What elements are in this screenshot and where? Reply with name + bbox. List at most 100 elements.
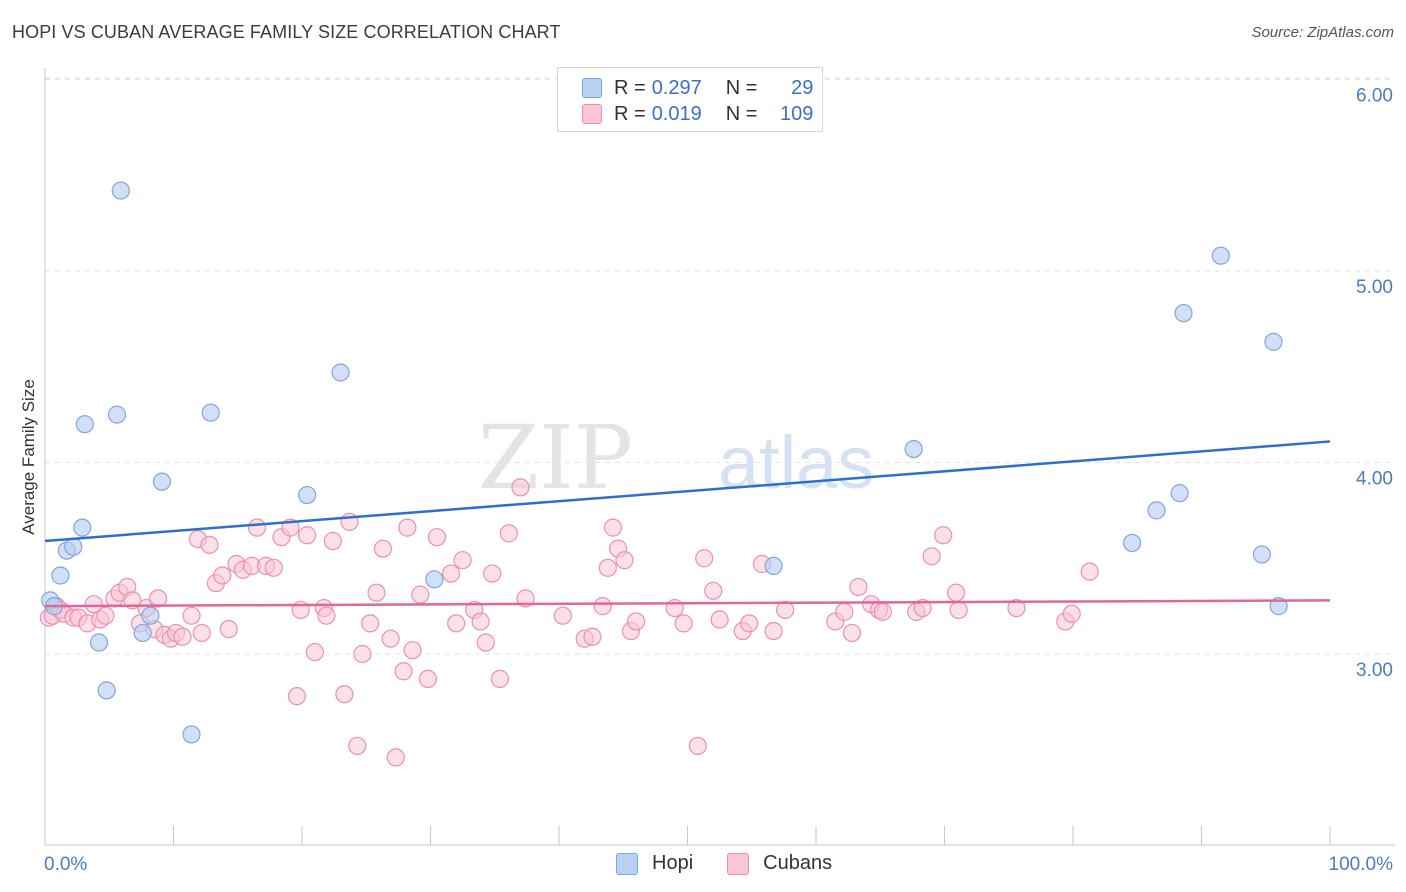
legend-row-hopi: R = 0.297 N = 29 — [582, 76, 813, 100]
cubans-point — [182, 606, 201, 625]
legend-n-label: N = — [725, 102, 758, 125]
legend-swatch-cubans — [582, 104, 602, 124]
hopi-point — [1264, 332, 1283, 351]
cubans-point — [626, 612, 646, 631]
watermark-atlas: atlas — [718, 421, 874, 504]
cubans-point — [583, 627, 602, 646]
axes — [44, 68, 1395, 846]
hopi-point — [133, 623, 152, 643]
cubans-point — [913, 598, 932, 618]
hopi-point — [111, 181, 130, 200]
hopi-point — [141, 606, 160, 625]
cubans-point — [946, 583, 966, 602]
cubans-point — [835, 602, 854, 621]
y-axis-label: Average Family Size — [19, 379, 38, 535]
hopi-point — [97, 681, 116, 700]
cubans-point — [361, 614, 380, 633]
cubans-point — [934, 526, 953, 545]
legend-r-value: 0.297 — [651, 76, 702, 99]
hopi-point — [75, 415, 94, 434]
cubans-point — [674, 614, 693, 633]
series-legend-hopi[interactable]: Hopi — [616, 852, 693, 875]
hopi-point — [64, 537, 83, 556]
cubans-point — [593, 597, 612, 616]
hopi-point — [1170, 484, 1189, 503]
legend-r-label: R = — [614, 102, 646, 125]
hopi-point — [73, 518, 92, 537]
cubans-point — [695, 549, 714, 568]
hopi-point — [1174, 304, 1193, 323]
y-tick-label: 3.00 — [1356, 660, 1393, 681]
legend-r-label: R = — [614, 76, 646, 99]
cubans-point — [873, 602, 892, 621]
cubans-point — [84, 595, 103, 614]
cubans-point — [219, 620, 238, 639]
cubans-point — [447, 614, 466, 633]
cubans-point — [381, 629, 400, 648]
hopi-point — [1147, 501, 1166, 520]
cubans-point — [96, 606, 115, 625]
cubans-point — [418, 669, 438, 688]
hopi-trendline — [44, 440, 1331, 543]
cubans-trendline — [44, 599, 1331, 608]
series-swatch-hopi — [616, 852, 638, 875]
cubans-point — [598, 558, 617, 577]
trendlines — [44, 440, 1331, 608]
cubans-point — [317, 606, 336, 625]
cubans-point — [200, 535, 219, 554]
cubans-point — [704, 581, 723, 600]
cubans-points — [39, 478, 1099, 767]
hopi-point — [331, 363, 350, 382]
cubans-point — [148, 589, 168, 608]
legend-n-value: 29 — [791, 76, 814, 99]
series-legend-cubans[interactable]: Cubans — [727, 852, 832, 875]
cubans-point — [305, 642, 324, 662]
hopi-point — [89, 633, 109, 652]
cubans-point — [740, 614, 759, 633]
cubans-point — [688, 736, 707, 756]
hopi-point — [1211, 246, 1230, 265]
cubans-point — [298, 526, 317, 545]
cubans-point — [453, 551, 472, 570]
cubans-point — [353, 644, 372, 664]
cubans-point — [842, 623, 862, 643]
cubans-point — [264, 558, 283, 577]
y-tick-label: 4.00 — [1356, 469, 1393, 490]
cubans-point — [483, 564, 502, 583]
hopi-point — [201, 403, 220, 422]
cubans-point — [1062, 604, 1081, 623]
cubans-point — [367, 583, 386, 602]
cubans-point — [348, 736, 367, 756]
cubans-point — [499, 524, 518, 543]
x-tick-label-max: 100.0% — [1329, 854, 1394, 875]
cubans-point — [192, 623, 211, 643]
cubans-point — [1080, 562, 1099, 581]
cubans-point — [441, 564, 461, 583]
legend-n-value: 109 — [780, 102, 814, 125]
cubans-point — [949, 600, 968, 620]
hopi-point — [182, 725, 201, 744]
cubans-point — [615, 551, 634, 570]
tick-labels: 3.00 4.00 5.00 6.00 0.0% 100.0% — [44, 86, 1393, 876]
cubans-point — [386, 748, 405, 767]
hopi-point — [1123, 533, 1142, 553]
legend-r-value: 0.019 — [651, 102, 702, 125]
hopi-point — [152, 472, 172, 491]
y-tick-label: 6.00 — [1356, 86, 1393, 107]
hopi-points — [41, 181, 1288, 744]
cubans-point — [1007, 598, 1026, 618]
legend: R = 0.297 N = 29 R = 0.019 N = 109 — [557, 67, 823, 132]
cubans-point — [398, 518, 417, 537]
cubans-point — [394, 662, 413, 681]
cubans-point — [427, 528, 447, 547]
cubans-point — [323, 531, 342, 551]
cubans-point — [335, 685, 354, 704]
cubans-point — [776, 600, 795, 620]
cubans-point — [511, 478, 530, 497]
cubans-point — [287, 687, 306, 706]
y-tick-label: 5.00 — [1356, 277, 1393, 298]
cubans-point — [849, 577, 868, 597]
cubans-point — [403, 641, 422, 660]
chart-title: HOPI VS CUBAN AVERAGE FAMILY SIZE CORREL… — [12, 22, 561, 42]
